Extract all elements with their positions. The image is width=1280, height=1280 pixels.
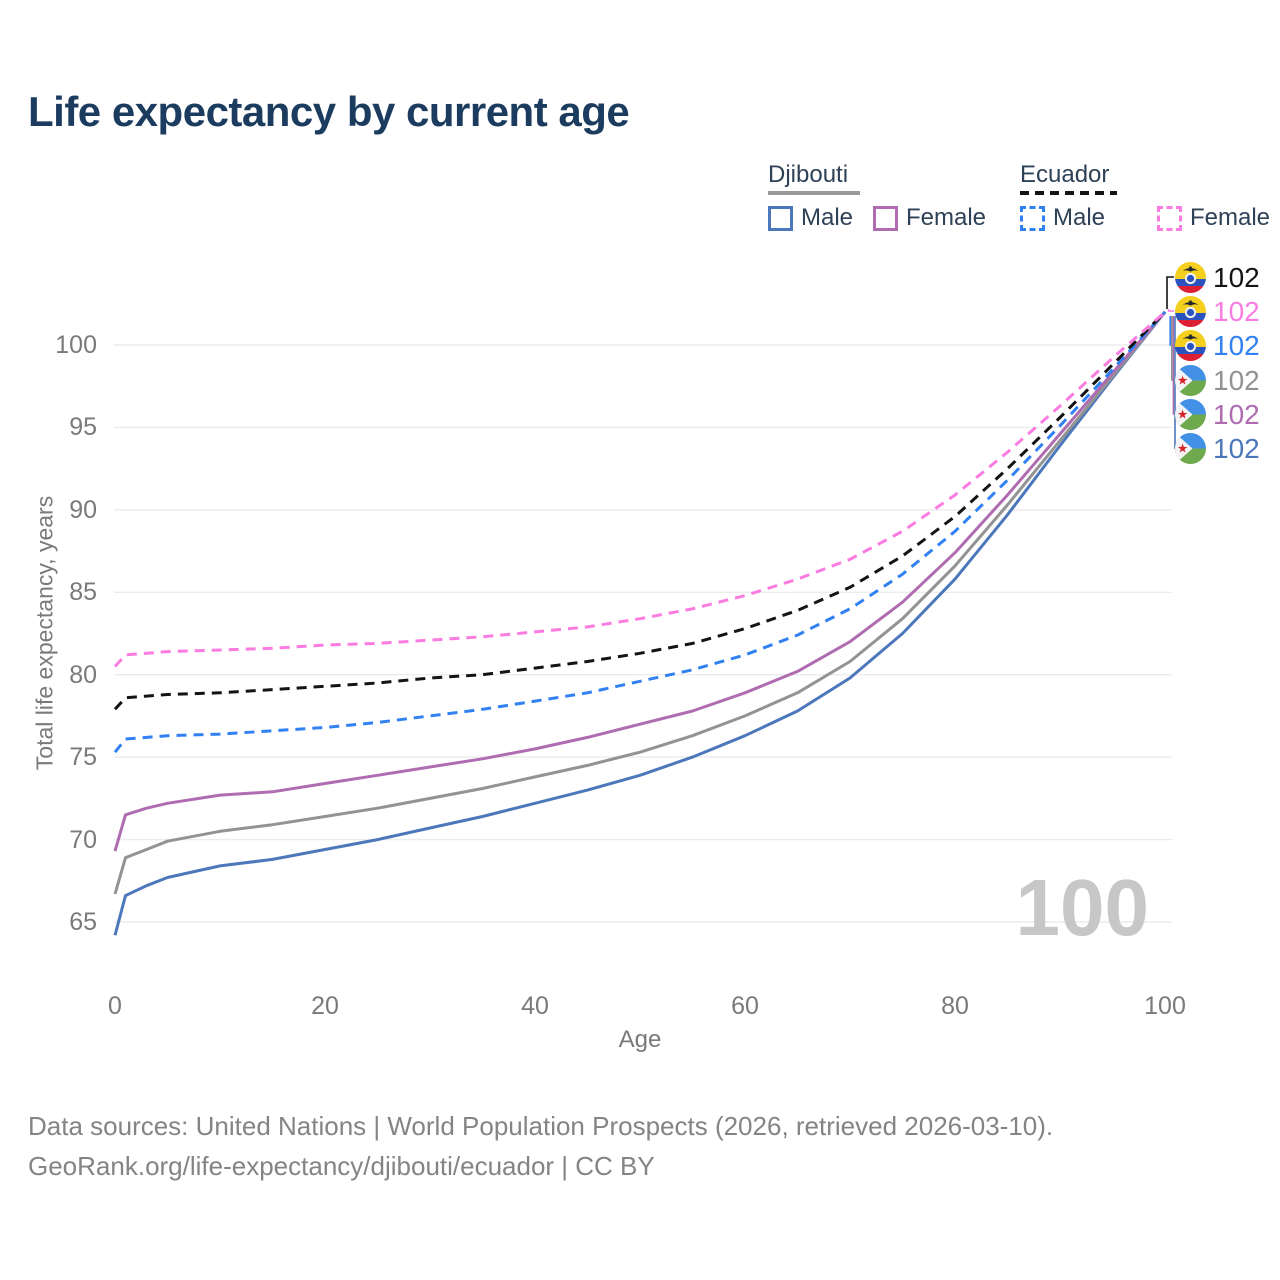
end-label-value: 102 (1213, 295, 1260, 327)
gridlines (114, 344, 1172, 923)
legend-label-ecuador-female: Female (1190, 204, 1271, 231)
legend-underline-ecuador (1020, 191, 1117, 195)
legend-label-ecuador-male: Male (1053, 204, 1106, 231)
end-label-row: 102 (1175, 432, 1260, 464)
y-tick-label: 80 (69, 661, 97, 689)
x-tick-label: 0 (108, 992, 122, 1020)
page-title: Life expectancy by current age (28, 88, 630, 135)
legend-label-djibouti-female: Female (906, 204, 987, 231)
legend-country-djibouti[interactable]: Djibouti (768, 161, 849, 188)
end-label-connector (1166, 276, 1174, 309)
end-label-connectors (1166, 276, 1176, 449)
legend-item-ecuador-female[interactable]: Female (1157, 205, 1270, 231)
x-tick-label: 40 (521, 992, 549, 1020)
end-label-value: 102 (1213, 432, 1260, 464)
end-label-row: 102 (1175, 364, 1260, 396)
legend-item-ecuador-male[interactable]: Male (1020, 205, 1105, 231)
djibouti-flag-icon (1175, 432, 1206, 464)
end-label-value: 102 (1213, 364, 1260, 396)
ecuador-flag-icon (1175, 261, 1206, 293)
series-line-djibouti-male[interactable] (113, 311, 1167, 936)
djibouti-flag-icon (1175, 398, 1206, 430)
y-tick-label: 95 (69, 413, 97, 441)
footer-sources: Data sources: United Nations | World Pop… (28, 1111, 1054, 1141)
series-line-djibouti-both-sexes[interactable] (113, 311, 1167, 895)
y-tick-label: 65 (69, 908, 97, 936)
legend-label-djibouti-male: Male (801, 204, 854, 231)
end-label-connector (1167, 309, 1174, 312)
legend-swatch-djibouti-male (768, 205, 793, 231)
series-line-ecuador-both-sexes[interactable] (113, 310, 1167, 711)
legend-swatch-ecuador-male (1020, 205, 1045, 231)
footer-link[interactable]: GeoRank.org/life-expectancy/djibouti/ecu… (28, 1151, 655, 1181)
y-tick-label: 75 (69, 743, 97, 771)
age-watermark: 100 (1015, 863, 1149, 952)
end-label-row: 102 (1175, 329, 1260, 361)
series-line-djibouti-female[interactable] (113, 311, 1167, 852)
legend-item-djibouti-female[interactable]: Female (873, 205, 986, 231)
x-tick-label: 100 (1144, 992, 1186, 1020)
y-tick-label: 70 (69, 826, 97, 854)
series-line-ecuador-male[interactable] (113, 310, 1167, 754)
ecuador-flag-icon (1175, 329, 1206, 361)
end-label-value: 102 (1213, 398, 1260, 430)
x-tick-label: 20 (311, 992, 339, 1020)
y-axis-title: Total life expectancy, years (31, 495, 58, 771)
y-tick-label: 85 (69, 578, 97, 606)
end-label-row: 102 (1175, 261, 1260, 293)
x-axis-title: Age (618, 1026, 662, 1053)
x-tick-label: 80 (941, 992, 969, 1020)
djibouti-flag-icon (1175, 364, 1206, 396)
y-tick-label: 90 (69, 496, 97, 524)
legend-item-djibouti-male[interactable]: Male (768, 205, 853, 231)
end-label-value: 102 (1213, 261, 1260, 293)
series-lines (113, 310, 1167, 936)
end-label-row: 102 (1175, 398, 1260, 430)
footer: Data sources: United Nations | World Pop… (28, 1106, 1053, 1186)
legend-underline-djibouti (768, 191, 860, 195)
legend-swatch-djibouti-female (873, 205, 898, 231)
ecuador-flag-icon (1175, 295, 1206, 327)
x-tick-label: 60 (731, 992, 759, 1020)
series-line-ecuador-female[interactable] (113, 310, 1166, 668)
end-label-connector (1172, 316, 1175, 415)
y-tick-label: 100 (55, 331, 97, 359)
legend-country-ecuador[interactable]: Ecuador (1020, 161, 1110, 188)
end-label-value: 102 (1213, 329, 1260, 361)
legend-swatch-ecuador-female (1157, 205, 1182, 231)
end-label-row: 102 (1175, 295, 1260, 327)
